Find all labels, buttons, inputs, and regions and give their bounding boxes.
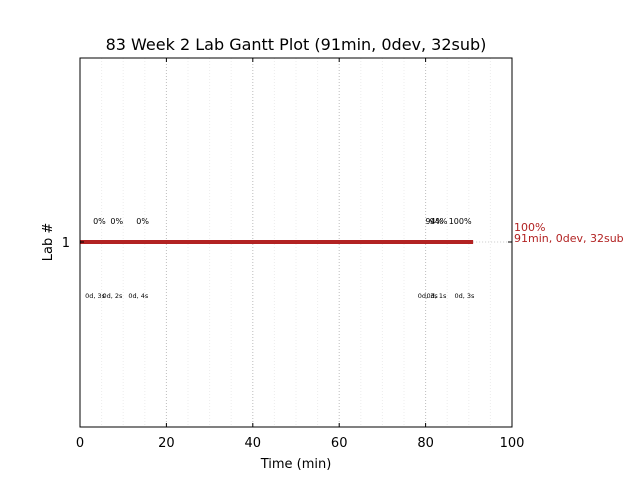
chart-title: 83 Week 2 Lab Gantt Plot (91min, 0dev, 3… [106,35,487,54]
bottom-annotation: 0d, 1s [426,292,447,300]
x-tick-label: 80 [417,436,434,451]
bottom-annotation: 0d, 3s [455,292,476,300]
y-tick-label: 1 [62,236,70,251]
y-axis-label: Lab # [41,223,56,262]
x-axis-label: Time (min) [260,457,332,472]
x-tick-label: 60 [331,436,348,451]
summary-label: 91min, 0dev, 32sub [514,232,624,245]
x-tick-label: 40 [245,436,262,451]
x-tick-label: 20 [158,436,175,451]
top-annotation: 100% [449,217,472,226]
top-annotation: 94% [430,217,448,226]
top-annotation: 0% [110,217,123,226]
bottom-annotation: 0d, 3s [418,292,439,300]
x-tick-label: 100 [500,436,525,451]
bottom-annotation: 0d, 3s [85,292,106,300]
bottom-annotation: 0d, 2s [102,292,123,300]
x-tick-label: 0 [76,436,84,451]
tick-layer: 0 20 40 60 80 100 1 [62,58,525,451]
top-annotation: 0% [136,217,149,226]
top-annotation: 94% [425,217,443,226]
top-annotation: 0% [93,217,106,226]
bottom-annotation: 0d, 4s [128,292,149,300]
summary-label: 100% [514,221,545,234]
